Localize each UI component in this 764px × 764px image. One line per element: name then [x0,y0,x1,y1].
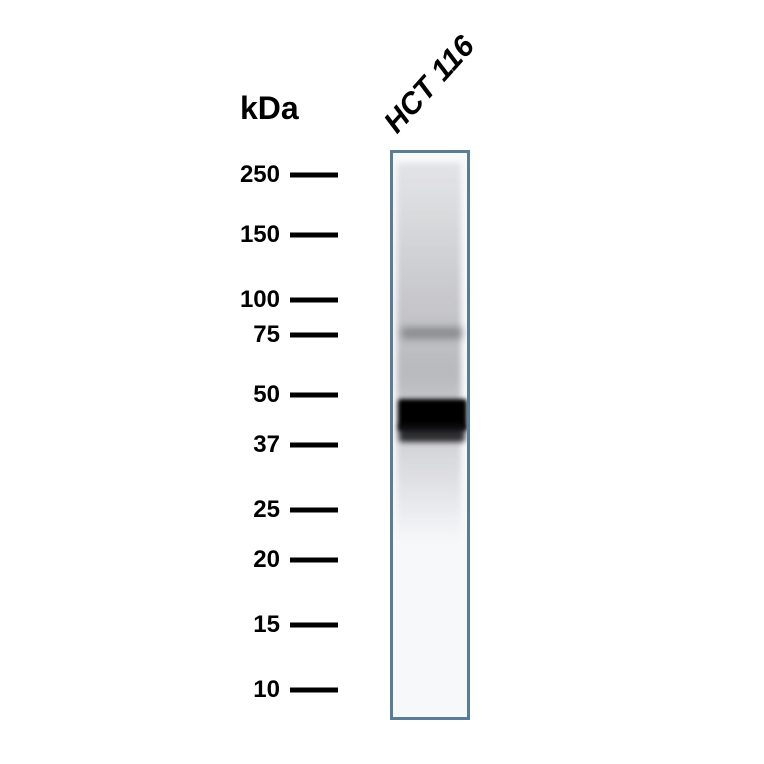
ladder-label-15: 15 [220,611,280,639]
ladder-label-150: 150 [220,221,280,249]
band-0 [401,327,463,339]
ladder-tick-15 [290,623,338,628]
ladder-label-20: 20 [220,546,280,574]
ladder-tick-50 [290,393,338,398]
ladder-tick-250 [290,173,338,178]
ladder-tick-150 [290,233,338,238]
ladder-label-10: 10 [220,676,280,704]
band-2 [399,424,465,442]
axis-title-kda: kDa [240,90,299,127]
blot-figure: kDa 250 150 100 75 50 37 25 20 15 10 HCT 116 [0,0,764,764]
lane-frame [390,150,470,720]
ladder-tick-20 [290,558,338,563]
ladder-label-25: 25 [220,496,280,524]
lane-smear [397,163,461,543]
ladder-label-100: 100 [220,286,280,314]
ladder-tick-37 [290,443,338,448]
ladder-label-250: 250 [220,161,280,189]
ladder-label-50: 50 [220,381,280,409]
ladder-tick-100 [290,298,338,303]
ladder-tick-75 [290,333,338,338]
ladder-label-37: 37 [220,431,280,459]
ladder-label-75: 75 [220,321,280,349]
ladder-tick-25 [290,508,338,513]
ladder-tick-10 [290,688,338,693]
lane-label-hct116: HCT 116 [378,30,482,140]
